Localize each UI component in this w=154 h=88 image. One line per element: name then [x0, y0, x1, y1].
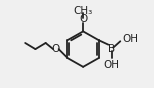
Text: O: O	[79, 14, 87, 24]
Text: OH: OH	[104, 60, 120, 70]
Text: O: O	[52, 44, 60, 54]
Text: CH₃: CH₃	[73, 6, 93, 16]
Text: OH: OH	[122, 34, 138, 44]
Text: B: B	[108, 44, 115, 54]
